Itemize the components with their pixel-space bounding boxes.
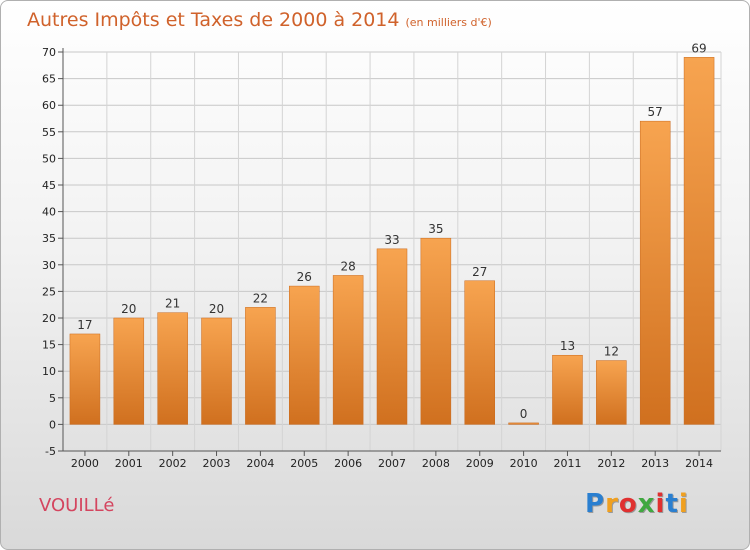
chart-subtitle: (en milliers d'€) <box>405 16 492 29</box>
value-label-2007: 33 <box>384 233 399 247</box>
value-label-2000: 17 <box>77 318 92 332</box>
place-name: VOUILLé <box>39 495 115 516</box>
y-tick-label: 60 <box>42 99 56 112</box>
bar-2009 <box>464 280 495 425</box>
y-tick-label: 0 <box>49 418 56 431</box>
bar-2008 <box>420 237 452 425</box>
y-tick-label: 45 <box>42 179 56 192</box>
bar-2013 <box>639 120 671 425</box>
bar-2003 <box>201 317 232 425</box>
x-tick-label-2006: 2006 <box>334 457 362 470</box>
bar-2010 <box>508 422 539 425</box>
brand-letter: P <box>585 489 606 519</box>
y-tick-label: 25 <box>42 285 56 298</box>
value-label-2013: 57 <box>648 105 663 119</box>
y-tick-label: 20 <box>42 312 56 325</box>
value-label-2005: 26 <box>297 270 312 284</box>
value-label-2014: 69 <box>691 41 706 55</box>
brand-letter: t <box>665 489 679 519</box>
brand-letter: o <box>618 489 638 519</box>
y-tick-label: 55 <box>42 126 56 139</box>
value-label-2009: 27 <box>472 265 487 279</box>
bar-2001 <box>113 317 145 425</box>
x-tick-label-2013: 2013 <box>641 457 669 470</box>
x-tick-label-2014: 2014 <box>685 457 713 470</box>
bar-2005 <box>289 285 320 425</box>
value-label-2002: 21 <box>165 297 180 311</box>
brand-letter: x <box>637 489 656 519</box>
y-tick-label: 10 <box>42 365 56 378</box>
x-tick-label-2003: 2003 <box>203 457 231 470</box>
y-tick-label: -5 <box>45 445 56 458</box>
value-label-2012: 12 <box>604 345 619 359</box>
x-tick-label-2000: 2000 <box>71 457 99 470</box>
y-tick-label: 15 <box>42 339 56 352</box>
bar-2006 <box>332 275 364 425</box>
value-label-2004: 22 <box>253 291 268 305</box>
x-tick-label-2007: 2007 <box>378 457 406 470</box>
bar-2012 <box>596 360 627 425</box>
chart-title: Autres Impôts et Taxes de 2000 à 2014 (en… <box>27 9 492 31</box>
bar-2007 <box>376 248 408 425</box>
bar-2000 <box>69 333 101 425</box>
bar-2004 <box>245 307 276 425</box>
y-tick-label: 30 <box>42 259 56 272</box>
y-tick-label: 70 <box>42 46 56 59</box>
x-tick-label-2012: 2012 <box>597 457 625 470</box>
x-tick-label-2004: 2004 <box>246 457 274 470</box>
value-label-2003: 20 <box>209 302 224 316</box>
y-tick-label: 35 <box>42 232 56 245</box>
x-tick-label-2002: 2002 <box>159 457 187 470</box>
labels: -5 0 5 10 15 20 25 30 35 40 45 50 55 60 65 70 17 2000 20 20… <box>42 41 713 470</box>
y-tick-label: 40 <box>42 206 56 219</box>
brand-letter: i <box>678 489 689 519</box>
bar-2002 <box>157 312 188 425</box>
x-tick-label-2011: 2011 <box>553 457 581 470</box>
value-label-2001: 20 <box>121 302 136 316</box>
axes <box>58 48 721 456</box>
y-tick-label: 65 <box>42 73 56 86</box>
chart-title-text: Autres Impôts et Taxes de 2000 à 2014 <box>27 9 400 31</box>
value-label-2011: 13 <box>560 339 575 353</box>
bars <box>69 57 715 425</box>
bar-2011 <box>552 354 583 425</box>
y-tick-label: 5 <box>49 392 56 405</box>
y-tick-label: 50 <box>42 152 56 165</box>
brand-letter: r <box>605 489 619 519</box>
x-tick-label-2008: 2008 <box>422 457 450 470</box>
value-label-2008: 35 <box>428 222 443 236</box>
brand-letter: i <box>655 489 666 519</box>
value-label-2006: 28 <box>340 259 355 273</box>
brand-logo: Proxiti <box>585 489 689 519</box>
value-label-2010: 0 <box>520 407 528 421</box>
x-tick-label-2005: 2005 <box>290 457 318 470</box>
bar-2014 <box>683 57 715 425</box>
x-tick-label-2010: 2010 <box>510 457 538 470</box>
x-tick-label-2009: 2009 <box>466 457 494 470</box>
x-tick-label-2001: 2001 <box>115 457 143 470</box>
